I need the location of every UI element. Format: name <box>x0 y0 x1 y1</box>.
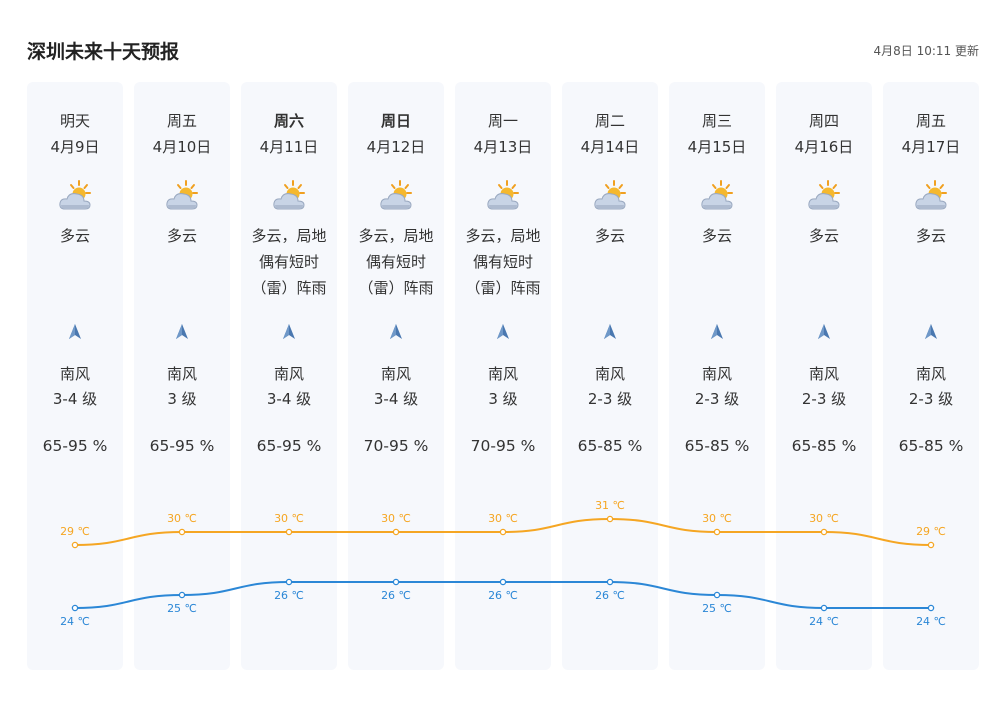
day-column: 周四 4月16日 多云 南风 2-3 级 65-85 % <box>776 82 872 670</box>
day-wind-direction: 南风 <box>273 365 304 383</box>
day-humidity: 65-95 % <box>256 437 322 455</box>
day-wind-level: 2-3 级 <box>801 390 847 408</box>
day-wind-level: 3 级 <box>488 390 518 408</box>
wind-direction-arrow-icon <box>174 323 190 341</box>
day-weekday: 周六 <box>273 112 304 130</box>
day-humidity: 65-85 % <box>791 437 857 455</box>
partly-cloudy-icon <box>378 179 414 213</box>
day-weekday: 周日 <box>380 112 411 130</box>
day-wind-direction: 南风 <box>701 365 732 383</box>
update-suffix: 更新 <box>954 44 979 58</box>
wind-direction-arrow-icon <box>495 323 511 341</box>
day-weekday: 明天 <box>59 112 90 130</box>
partly-cloudy-icon <box>57 179 93 213</box>
wind-direction-arrow-icon <box>388 323 404 341</box>
day-weekday: 周一 <box>487 112 518 130</box>
update-clock: 10:11 <box>916 44 952 58</box>
day-humidity: 65-95 % <box>149 437 215 455</box>
day-condition: 多云 <box>808 227 839 245</box>
day-date: 4月16日 <box>794 138 854 156</box>
day-wind-level: 3 级 <box>167 390 197 408</box>
wind-direction-arrow-icon <box>816 323 832 341</box>
day-wind-level: 2-3 级 <box>587 390 633 408</box>
day-wind-direction: 南风 <box>487 365 518 383</box>
day-date: 4月14日 <box>580 138 640 156</box>
day-date: 4月12日 <box>366 138 426 156</box>
day-condition: 多云 <box>915 227 946 245</box>
partly-cloudy-icon <box>806 179 842 213</box>
day-condition: 多云 <box>594 227 625 245</box>
day-column: 周六 4月11日 多云，局地偶有短时（雷）阵雨 南风 3-4 级 65-95 % <box>241 82 337 670</box>
day-wind-level: 2-3 级 <box>908 390 954 408</box>
partly-cloudy-icon <box>699 179 735 213</box>
wind-direction-arrow-icon <box>602 323 618 341</box>
page-title: 深圳未来十天预报 <box>27 41 180 63</box>
day-wind-level: 3-4 级 <box>373 390 419 408</box>
day-date: 4月9日 <box>50 138 100 156</box>
day-wind-direction: 南风 <box>915 365 946 383</box>
partly-cloudy-icon <box>913 179 949 213</box>
update-date: 4月8日 <box>873 44 913 58</box>
day-column: 周三 4月15日 多云 南风 2-3 级 65-85 % <box>669 82 765 670</box>
partly-cloudy-icon <box>271 179 307 213</box>
day-condition: 多云 <box>166 227 197 245</box>
wind-direction-arrow-icon <box>923 323 939 341</box>
day-humidity: 70-95 % <box>470 437 536 455</box>
day-wind-direction: 南风 <box>59 365 90 383</box>
day-date: 4月11日 <box>259 138 319 156</box>
day-weekday: 周三 <box>701 112 732 130</box>
day-date: 4月17日 <box>901 138 961 156</box>
day-condition: 多云，局地偶有短时（雷）阵雨 <box>465 227 541 297</box>
day-column: 周一 4月13日 多云，局地偶有短时（雷）阵雨 南风 3 级 70-95 % <box>455 82 551 670</box>
day-column: 周五 4月10日 多云 南风 3 级 65-95 % <box>134 82 230 670</box>
day-humidity: 65-85 % <box>684 437 750 455</box>
day-column: 周二 4月14日 多云 南风 2-3 级 65-85 % <box>562 82 658 670</box>
partly-cloudy-icon <box>485 179 521 213</box>
wind-direction-arrow-icon <box>281 323 297 341</box>
wind-direction-arrow-icon <box>709 323 725 341</box>
day-wind-level: 3-4 级 <box>266 390 312 408</box>
partly-cloudy-icon <box>592 179 628 213</box>
partly-cloudy-icon <box>164 179 200 213</box>
day-wind-level: 2-3 级 <box>694 390 740 408</box>
day-column: 明天 4月9日 多云 南风 3-4 级 65-95 % <box>27 82 123 670</box>
day-wind-direction: 南风 <box>808 365 839 383</box>
day-weekday: 周四 <box>808 112 839 130</box>
day-condition: 多云 <box>701 227 732 245</box>
day-column: 周日 4月12日 多云，局地偶有短时（雷）阵雨 南风 3-4 级 70-95 % <box>348 82 444 670</box>
day-humidity: 65-95 % <box>42 437 108 455</box>
day-humidity: 70-95 % <box>363 437 429 455</box>
day-date: 4月10日 <box>152 138 212 156</box>
day-humidity: 65-85 % <box>577 437 643 455</box>
day-wind-direction: 南风 <box>380 365 411 383</box>
day-weekday: 周二 <box>594 112 625 130</box>
update-time: 4月8日 10:11 更新 <box>873 42 979 59</box>
day-wind-direction: 南风 <box>594 365 625 383</box>
day-wind-level: 3-4 级 <box>52 390 98 408</box>
day-wind-direction: 南风 <box>166 365 197 383</box>
day-date: 4月13日 <box>473 138 533 156</box>
day-condition: 多云，局地偶有短时（雷）阵雨 <box>358 227 434 297</box>
day-column: 周五 4月17日 多云 南风 2-3 级 65-85 % <box>883 82 979 670</box>
day-weekday: 周五 <box>166 112 197 130</box>
day-humidity: 65-85 % <box>898 437 964 455</box>
day-date: 4月15日 <box>687 138 747 156</box>
wind-direction-arrow-icon <box>67 323 83 341</box>
day-condition: 多云 <box>59 227 90 245</box>
day-condition: 多云，局地偶有短时（雷）阵雨 <box>251 227 327 297</box>
day-weekday: 周五 <box>915 112 946 130</box>
